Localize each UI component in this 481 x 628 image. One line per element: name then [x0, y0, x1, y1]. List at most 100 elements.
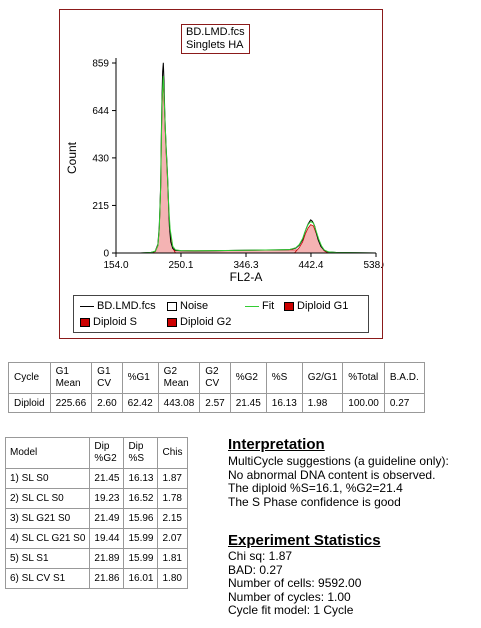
y-axis-title: Count	[65, 141, 79, 174]
column-header: B.A.D.	[383, 362, 425, 394]
column-header: Chis	[157, 437, 188, 469]
legend-item-data: BD.LMD.fcs	[80, 300, 156, 312]
table-cell: 1.87	[157, 468, 188, 489]
table-cell: 16.52	[123, 488, 159, 509]
histogram-panel: 0 215 430 644 859 154.0 250.1 346.3 442.4 538.6 FL…	[59, 9, 384, 339]
gate-name: Singlets HA	[186, 39, 244, 51]
table-cell: 21.45	[229, 393, 267, 413]
y-tick-label: 0	[103, 249, 109, 260]
table-cell: 15.99	[123, 548, 159, 569]
legend-item-s: Diploid S	[80, 316, 137, 328]
table-cell: 2.07	[157, 528, 188, 549]
table-cell: 19.44	[89, 528, 125, 549]
table-cell: Diploid	[8, 393, 51, 413]
x-tick-label: 346.3	[233, 260, 258, 271]
interpretation-line: The diploid %S=16.1, %G2=21.4	[228, 481, 403, 495]
diploid-g1-area	[150, 80, 177, 254]
statistics-line: BAD: 0.27	[228, 562, 283, 577]
statistics-text: Chi sq: 1.87 BAD: 0.27 Number of cells: …	[228, 549, 362, 618]
table-cell: 1.80	[157, 568, 188, 589]
table-cell: 16.01	[123, 568, 159, 589]
data-series-line	[116, 62, 377, 254]
table-row: 1) SL S0 21.45 16.13 1.87	[4, 468, 188, 489]
column-header: G2/G1	[301, 362, 344, 394]
statistics-line: Chi sq: 1.87	[228, 549, 293, 563]
table-header-row: Model Dip %G2 Dip %S Chis	[4, 437, 188, 469]
x-tick-label: 250.1	[168, 260, 193, 271]
column-header: Model	[4, 437, 91, 469]
table-row: 4) SL CL G21 S0 19.44 15.99 2.07	[4, 528, 188, 549]
legend-label: Noise	[180, 300, 209, 312]
table-cell: 4) SL CL G21 S0	[4, 528, 91, 549]
table-cell: 225.66	[49, 393, 93, 413]
table-cell: 21.49	[89, 508, 125, 529]
column-header: %S	[265, 362, 303, 394]
legend-label: Diploid G1	[297, 300, 349, 312]
interpretation-line: No abnormal DNA content is observed.	[228, 467, 436, 482]
box-swatch-icon	[80, 317, 90, 327]
y-tick-label: 430	[92, 153, 109, 164]
line-swatch-icon	[245, 305, 259, 307]
x-tick-label: 538.6	[363, 260, 384, 271]
x-tick-label: 442.4	[298, 260, 323, 271]
line-swatch-icon	[80, 305, 94, 307]
legend-label: Fit	[262, 300, 275, 312]
box-swatch-icon	[284, 301, 294, 311]
legend-item-noise: Noise	[167, 300, 208, 312]
y-tick-label: 644	[92, 106, 109, 117]
model-comparison-table: Model Dip %G2 Dip %S Chis 1) SL S0 21.45 16.13 1…	[4, 437, 188, 589]
column-header: Cycle	[8, 362, 51, 394]
interpretation-line: MultiCycle suggestions (a guideline only…	[228, 454, 449, 468]
y-tick-label: 215	[92, 201, 109, 212]
table-cell: 62.42	[121, 393, 159, 413]
cycle-results-table: Cycle G1 Mean G1 CV %G1 G2 Mean G2 CV %G2 %S G2/G1 %T…	[8, 362, 425, 413]
legend-item-g2: Diploid G2	[167, 316, 231, 328]
column-header: Dip %G2	[89, 437, 125, 469]
column-header: G1 CV	[91, 362, 123, 394]
fit-series-line	[116, 76, 377, 254]
interpretation-line: The S Phase confidence is good	[228, 494, 401, 509]
legend-item-fit: Fit	[245, 300, 274, 312]
table-cell: 15.96	[123, 508, 159, 529]
legend-label: Diploid G2	[180, 316, 232, 328]
table-cell: 16.13	[123, 468, 159, 489]
interpretation-title: Interpretation	[228, 436, 325, 453]
table-cell: 1.81	[157, 548, 188, 569]
column-header: G1 Mean	[49, 362, 93, 394]
table-cell: 6) SL CV S1	[4, 568, 91, 589]
box-swatch-icon	[167, 317, 177, 327]
statistics-line: Number of cycles: 1.00	[228, 589, 351, 604]
table-cell: 100.00	[342, 393, 385, 413]
table-row: 6) SL CV S1 21.86 16.01 1.80	[4, 568, 188, 589]
column-header: Dip %S	[123, 437, 159, 469]
table-row: Diploid 225.66 2.60 62.42 443.08 2.57 21.45 16.…	[8, 393, 425, 413]
legend-label: BD.LMD.fcs	[97, 300, 156, 312]
table-row: 2) SL CL S0 19.23 16.52 1.78	[4, 488, 188, 509]
table-cell: 21.45	[89, 468, 125, 489]
statistics-title: Experiment Statistics	[228, 532, 381, 549]
table-cell: 2.60	[91, 393, 123, 413]
table-cell: 1.78	[157, 488, 188, 509]
statistics-line: Cycle fit model: 1 Cycle	[228, 603, 354, 617]
legend-label: Diploid S	[93, 316, 138, 328]
x-tick-label: 154.0	[103, 260, 128, 271]
table-cell: 21.89	[89, 548, 125, 569]
interpretation-text: MultiCycle suggestions (a guideline only…	[228, 454, 449, 509]
column-header: %G2	[229, 362, 267, 394]
statistics-line: Number of cells: 9592.00	[228, 576, 362, 590]
histogram-chart: 0 215 430 644 859 154.0 250.1 346.3 442.4 538.6 FL…	[65, 58, 384, 284]
column-header: %G1	[121, 362, 159, 394]
table-cell: 15.99	[123, 528, 159, 549]
box-swatch-icon	[167, 301, 177, 311]
table-cell: 2.15	[157, 508, 188, 529]
sample-name: BD.LMD.fcs	[186, 26, 245, 38]
sample-label-box: BD.LMD.fcs Singlets HA	[181, 24, 250, 54]
table-cell: 3) SL G21 S0	[4, 508, 91, 529]
table-cell: 16.13	[265, 393, 303, 413]
column-header: G2 Mean	[157, 362, 201, 394]
legend-item-g1: Diploid G1	[284, 300, 348, 312]
table-cell: 19.23	[89, 488, 125, 509]
table-cell: 21.86	[89, 568, 125, 589]
x-axis-title: FL2-A	[230, 270, 263, 284]
table-cell: 443.08	[157, 393, 201, 413]
